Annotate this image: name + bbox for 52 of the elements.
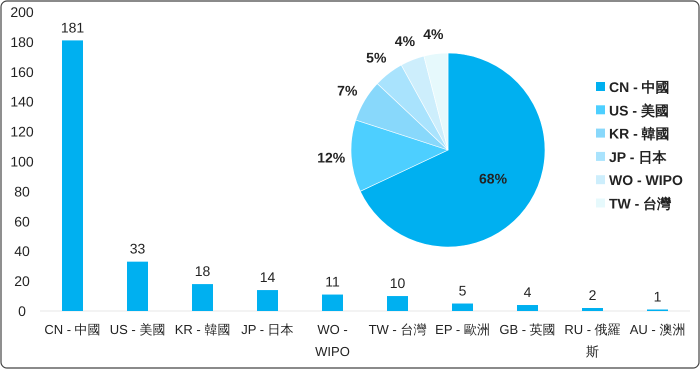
data-label: 4 [524,284,532,300]
y-tick-label: 0 [18,303,26,319]
legend-label: US - 美國 [609,102,669,118]
data-label: 12% [317,149,346,166]
data-label: 2 [588,287,597,304]
bar [322,294,343,311]
data-label: 5 [458,282,467,299]
bar [452,304,473,311]
x-tick-label: GB - 英國 [499,322,556,337]
x-tick-label: TW - 台灣 [368,322,426,337]
x-tick-label: CN - 中國 [44,322,101,337]
x-tick-label: JP - 日本 [241,322,294,337]
y-tick-label: 40 [14,243,30,260]
x-tick-label: US - 美國 [110,322,166,337]
y-tick-label: 80 [14,183,30,200]
data-label: 11 [325,274,340,290]
bar [582,308,603,311]
data-label: 4% [423,26,444,42]
y-tick-label: 100 [10,154,34,170]
y-tick-label: 180 [10,34,34,50]
data-label: 68% [479,170,508,187]
data-label: 10 [390,275,406,292]
data-label: 14 [260,269,276,286]
bar [127,262,148,311]
data-label: 18 [194,263,210,280]
y-tick-label: 160 [10,64,34,80]
data-label: 4% [394,33,416,50]
bar [387,296,408,311]
y-tick-label: 20 [14,273,30,290]
x-tick-label: RU - 俄羅斯 [564,322,621,359]
y-tick-label: 140 [10,94,34,110]
data-label: 1 [654,288,662,305]
x-tick-label: WO - WIPO [315,322,350,359]
data-label: 181 [60,19,84,36]
x-tick-label: KR - 韓國 [174,322,230,337]
bar [257,290,278,311]
y-tick-label: 200 [10,4,34,20]
y-tick-label: 60 [14,213,30,230]
x-tick-label: EP - 歐洲 [435,322,490,337]
legend-label: JP - 日本 [609,148,668,165]
legend-label: CN - 中國 [609,79,670,95]
legend-label: KR - 韓國 [609,126,670,142]
data-label: 5% [366,50,387,66]
data-label: 7% [337,82,358,98]
y-tick-label: 120 [10,124,34,140]
x-tick-label: AU - 澳洲 [630,322,686,337]
data-label: 33 [130,240,146,257]
legend-label: WO - WIPO [609,172,683,188]
bar [62,40,83,311]
legend-label: TW - 台灣 [609,196,672,212]
bar [517,305,538,311]
bar [192,284,213,311]
